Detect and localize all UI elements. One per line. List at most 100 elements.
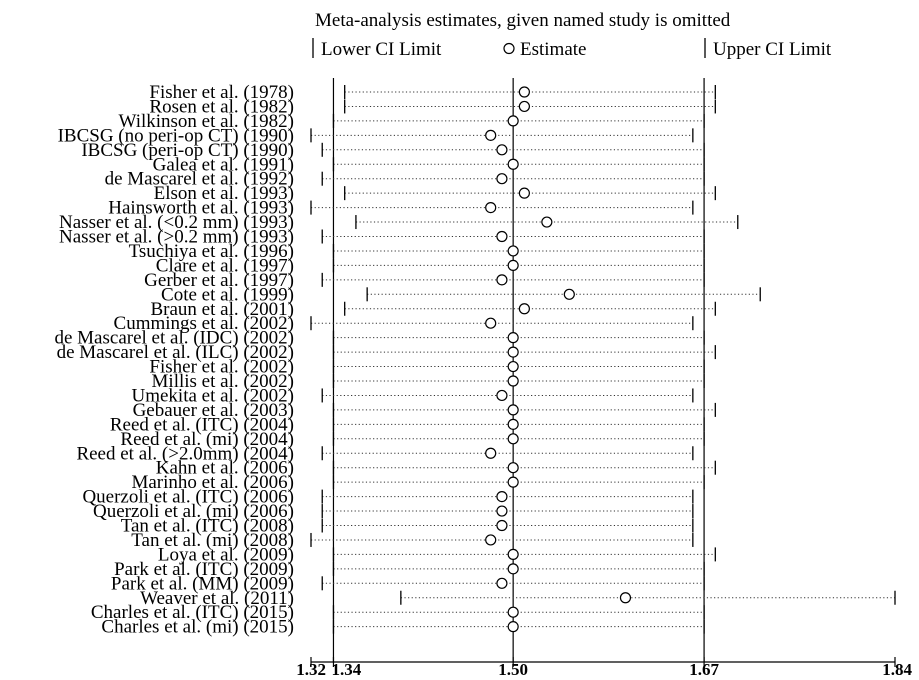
estimate-marker	[485, 447, 497, 459]
study-row: Braun et al. (2001)	[150, 299, 716, 320]
study-label: IBCSG (peri-op CT) (1990)	[81, 140, 294, 161]
x-tick-label: 1.84	[882, 660, 912, 679]
estimate-marker	[507, 115, 519, 127]
study-row: Park et al. (ITC) (2009)	[114, 559, 705, 580]
estimate-marker	[496, 389, 508, 402]
study-row: Umekita et al. (2002)	[131, 385, 694, 406]
x-tick-label: 1.34	[331, 660, 361, 679]
study-label: Reed et al. (>2.0mm) (2004)	[76, 443, 294, 464]
study-row: Rosen et al. (1982)	[149, 96, 716, 117]
study-label: Fisher et al. (1978)	[149, 82, 294, 103]
study-row: Cummings et al. (2002)	[114, 313, 694, 334]
estimate-marker	[507, 360, 519, 373]
estimate-marker	[507, 375, 519, 387]
study-row: Hainsworth et al. (1993)	[108, 198, 694, 219]
study-label: Park et al. (ITC) (2009)	[114, 559, 294, 580]
estimate-marker	[507, 433, 519, 445]
estimate-marker	[518, 100, 530, 113]
study-label: Reed et al. (ITC) (2004)	[110, 414, 294, 435]
study-label: Millis et al. (2002)	[152, 371, 294, 392]
study-label: Park et al. (MM) (2009)	[111, 573, 294, 594]
estimate-marker	[496, 491, 508, 503]
legend-estimate-marker	[503, 42, 515, 55]
study-label: Nasser et al. (>0.2 mm) (1993)	[59, 227, 294, 248]
study-label: Kahn et al. (2006)	[156, 458, 294, 479]
estimate-marker	[507, 404, 519, 416]
study-row: Reed et al. (>2.0mm) (2004)	[76, 443, 694, 464]
study-label: Tsuchiya et al. (1996)	[129, 241, 294, 262]
estimate-marker	[507, 548, 519, 561]
estimate-marker	[507, 606, 519, 618]
study-label: IBCSG (no peri-op CT) (1990)	[58, 125, 294, 146]
x-tick-label: 1.50	[498, 660, 528, 679]
estimate-marker	[507, 245, 519, 257]
estimate-marker	[507, 462, 519, 474]
study-label: Hainsworth et al. (1993)	[108, 198, 294, 219]
study-label: Weaver et al. (2011)	[140, 588, 294, 609]
estimate-marker	[518, 86, 530, 98]
study-label: Umekita et al. (2002)	[131, 385, 294, 406]
estimate-marker	[563, 288, 575, 300]
study-label: Gebauer et al. (2003)	[133, 400, 294, 421]
study-label: Loya et al. (2009)	[158, 544, 294, 565]
study-label: Cummings et al. (2002)	[114, 313, 294, 334]
study-label: Charles et al. (mi) (2015)	[101, 617, 294, 638]
study-row: Reed et al. (ITC) (2004)	[110, 414, 705, 435]
study-row: de Mascarel et al. (IDC) (2002)	[54, 328, 705, 349]
study-row: Charles et al. (ITC) (2015)	[91, 602, 705, 623]
study-row: Clare et al. (1997)	[156, 255, 705, 276]
estimate-marker	[496, 577, 508, 589]
estimate-marker	[496, 274, 508, 286]
study-row: Charles et al. (mi) (2015)	[101, 617, 705, 638]
study-label: Wilkinson et al. (1982)	[119, 111, 294, 132]
estimate-marker	[507, 621, 519, 633]
study-label: de Mascarel et al. (IDC) (2002)	[54, 328, 294, 349]
x-tick-label: 1.32	[296, 660, 326, 679]
estimate-marker	[541, 216, 553, 228]
study-label: de Mascarel et al. (1992)	[105, 169, 294, 190]
estimate-marker	[518, 303, 530, 315]
study-label: Elson et al. (1993)	[154, 183, 294, 204]
estimate-marker	[496, 519, 508, 532]
study-row: Loya et al. (2009)	[158, 544, 716, 565]
x-tick-label: 1.67	[689, 660, 719, 679]
estimate-marker	[485, 129, 497, 141]
legend-estimate-label: Estimate	[520, 39, 586, 60]
study-row: Querzoli et al. (mi) (2006)	[93, 501, 694, 522]
estimate-marker	[507, 418, 519, 430]
estimate-marker	[496, 230, 508, 243]
study-row: Galea et al. (1991)	[153, 154, 705, 175]
reference-lines	[332, 78, 705, 662]
study-row: Fisher et al. (1978)	[149, 82, 716, 103]
study-row: Cote et al. (1999)	[161, 284, 761, 305]
legend: Lower CI Limit Estimate Upper CI Limit	[312, 38, 832, 60]
study-row: IBCSG (no peri-op CT) (1990)	[58, 125, 694, 146]
study-label: Cote et al. (1999)	[161, 284, 294, 305]
study-label: Tan et al. (ITC) (2008)	[121, 516, 294, 537]
study-row: Tan et al. (mi) (2008)	[131, 530, 694, 551]
study-row: Tan et al. (ITC) (2008)	[121, 516, 694, 537]
study-label: Querzoli et al. (ITC) (2006)	[82, 487, 294, 508]
study-rows: Fisher et al. (1978)Rosen et al. (1982)W…	[54, 82, 896, 638]
estimate-marker	[485, 534, 497, 546]
study-row: de Mascarel et al. (ILC) (2002)	[57, 342, 716, 363]
study-label: Marinho et al. (2006)	[131, 472, 294, 493]
study-row: Nasser et al. (<0.2 mm) (1993)	[59, 212, 739, 233]
study-label: Braun et al. (2001)	[150, 299, 294, 320]
study-row: Wilkinson et al. (1982)	[119, 111, 705, 132]
study-label: Galea et al. (1991)	[153, 154, 294, 175]
legend-upper-label: Upper CI Limit	[713, 39, 832, 60]
chart-title: Meta-analysis estimates, given named stu…	[315, 10, 731, 31]
header: Meta-analysis estimates, given named stu…	[312, 10, 832, 60]
estimate-marker	[619, 592, 632, 604]
study-label: Tan et al. (mi) (2008)	[131, 530, 294, 551]
estimate-marker	[507, 346, 519, 358]
study-row: Park et al. (MM) (2009)	[111, 573, 705, 594]
estimate-marker	[507, 563, 519, 575]
estimate-marker	[485, 317, 497, 329]
estimate-marker	[507, 158, 519, 170]
study-label: Reed et al. (mi) (2004)	[120, 429, 294, 450]
study-label: Rosen et al. (1982)	[149, 96, 294, 117]
estimate-marker	[507, 259, 519, 271]
